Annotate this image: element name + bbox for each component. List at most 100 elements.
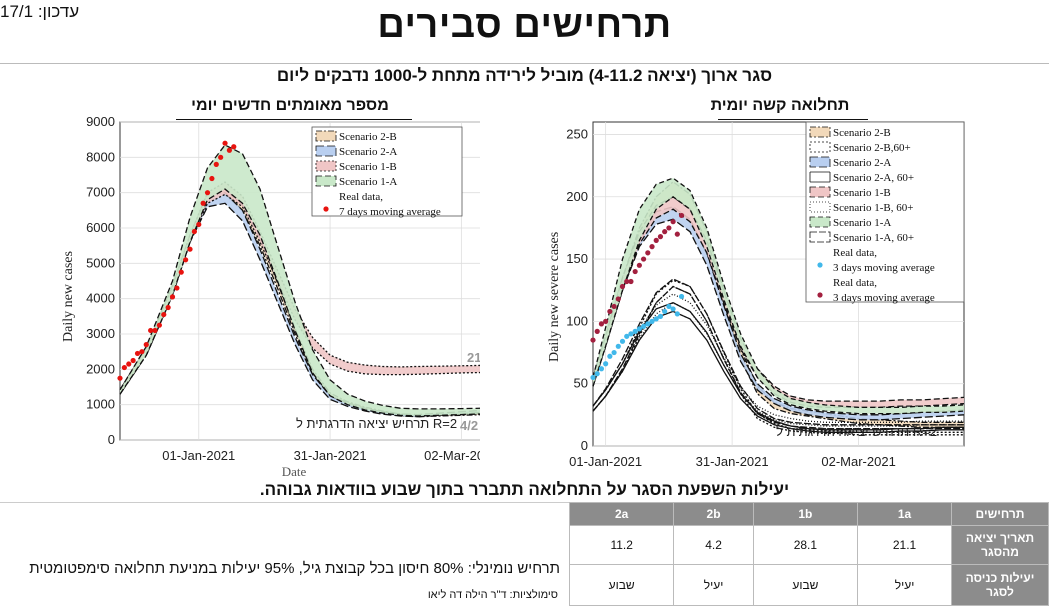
- data-point: [204, 190, 211, 196]
- data-point: [615, 296, 621, 302]
- data-point: [653, 237, 659, 243]
- legend-swatch: [315, 130, 337, 142]
- legend-swatch: [809, 201, 831, 213]
- left-x-axis-label: Date: [282, 464, 307, 477]
- legend-label: 7 days moving average: [339, 206, 441, 218]
- table-row-label: יעילות כניסה לסגר: [951, 564, 1049, 606]
- legend-label: 3 days moving average: [833, 262, 935, 274]
- y-tick-label: 3000: [86, 326, 115, 341]
- data-point: [183, 257, 189, 263]
- table-cell: 11.2: [568, 525, 675, 565]
- data-point: [134, 350, 141, 357]
- severe-cases-chart: 0 50 100 150 200 250 01-Jan-2021 31-Jan-2021 02-…: [547, 121, 965, 469]
- x-tick-label: 01-Jan-2021: [569, 454, 642, 469]
- band-lower-line: [592, 285, 964, 436]
- data-point: [603, 318, 609, 324]
- table-header-cell: 2b: [673, 502, 754, 526]
- x-tick-label: 02-Mar-2021: [424, 448, 480, 463]
- data-point: [615, 343, 621, 349]
- right-scenario-note: R=2 תרחיש יציאה הדרגתית ל: [776, 424, 937, 439]
- data-point: [590, 374, 596, 381]
- legend-label: Scenario 1-A: [833, 217, 891, 229]
- data-point: [674, 231, 680, 237]
- data-point: [662, 229, 668, 235]
- legend-marker: [817, 262, 823, 268]
- bottom-heading: יעילות השפעת הסגר על התחלואה תתברר בתוך …: [259, 480, 790, 499]
- data-point: [130, 357, 136, 364]
- band-upper-line: [592, 180, 964, 423]
- data-point: [636, 262, 642, 268]
- table-cell: שבוע: [752, 564, 859, 606]
- band-lower-line: [592, 285, 964, 430]
- data-point: [666, 225, 672, 231]
- table-row-label: תאריך יציאה מהסגר: [951, 525, 1049, 565]
- data-point: [169, 294, 176, 300]
- legend-swatch: [809, 156, 831, 168]
- data-point: [670, 219, 676, 225]
- data-point: [126, 361, 132, 367]
- band-upper-line: [592, 278, 964, 426]
- left-legend: Scenario 2-B Scenario 2-A Scenario 1-B Scen…: [311, 126, 463, 218]
- data-point: [653, 316, 659, 322]
- x-tick-label: 01-Jan-2021: [162, 448, 235, 463]
- legend-label: Real data,: [833, 277, 877, 289]
- y-tick-label: 0: [581, 438, 588, 453]
- band-upper-line: [592, 177, 965, 409]
- data-point: [143, 342, 149, 348]
- left-chart-title: מספר מאומתים חדשים יומי: [191, 97, 389, 114]
- legend-label: Scenario 1-B: [833, 187, 891, 199]
- data-point: [657, 234, 664, 240]
- data-point: [603, 361, 609, 367]
- data-point: [636, 326, 642, 332]
- data-point: [187, 246, 193, 252]
- y-tick-label: 5000: [86, 255, 115, 270]
- data-point: [666, 303, 672, 310]
- data-point: [624, 333, 630, 339]
- bottom-divider: [0, 502, 1049, 503]
- page-subtitle: סגר ארוך (יציאה 4-11.2) מוביל לירידה מתח…: [276, 66, 773, 85]
- y-tick-label: 1000: [86, 397, 115, 412]
- data-point: [594, 328, 600, 334]
- legend-swatch: [315, 160, 337, 172]
- data-point: [649, 318, 655, 324]
- data-point: [611, 303, 617, 310]
- y-tick-label: 250: [566, 126, 588, 141]
- data-point: [590, 337, 596, 343]
- data-point: [678, 293, 685, 300]
- x-tick-label: 02-Mar-2021: [821, 454, 895, 469]
- data-point: [121, 364, 127, 371]
- data-point: [619, 283, 626, 290]
- data-point: [191, 228, 197, 235]
- table-cell: 28.1: [752, 525, 859, 565]
- data-point: [657, 313, 664, 319]
- data-point: [231, 144, 237, 150]
- data-point: [196, 221, 202, 228]
- annotation-exit-4-2: יציאה ב 4/2: [460, 418, 480, 433]
- legend-label: Scenario 2-A: [833, 157, 891, 169]
- data-point: [200, 200, 206, 206]
- data-point: [218, 154, 224, 160]
- right-y-axis-label: Daily new severe cases: [547, 232, 562, 362]
- page-title: תרחישים סבירים: [377, 4, 672, 46]
- legend-label: Scenario 2-A: [339, 146, 397, 158]
- table-cell: 21.1: [857, 525, 952, 565]
- right-chart-title-underline: [718, 119, 868, 120]
- data-point: [632, 268, 638, 275]
- data-point: [611, 349, 617, 356]
- legend-swatch: [809, 186, 831, 198]
- legend-label: Scenario 1-B: [339, 161, 397, 173]
- table-row: תאריך יציאה מהסגר 21.1 28.1 4.2 11.2: [568, 525, 1049, 565]
- y-tick-label: 8000: [86, 149, 115, 164]
- legend-label: Scenario 2-A, 60+: [833, 172, 914, 184]
- table-cell: יעיל: [857, 564, 952, 606]
- y-tick-label: 200: [566, 189, 588, 204]
- table-cell: יעיל: [673, 564, 754, 606]
- data-point: [662, 308, 668, 315]
- band-upper-line: [592, 196, 965, 402]
- data-point: [148, 327, 154, 334]
- data-point: [678, 212, 685, 219]
- data-point: [152, 327, 158, 334]
- table-header-cell: 2a: [568, 502, 675, 526]
- data-point: [607, 353, 613, 359]
- table-row: יעילות כניסה לסגר יעיל שבוע יעיל שבוע: [568, 564, 1049, 606]
